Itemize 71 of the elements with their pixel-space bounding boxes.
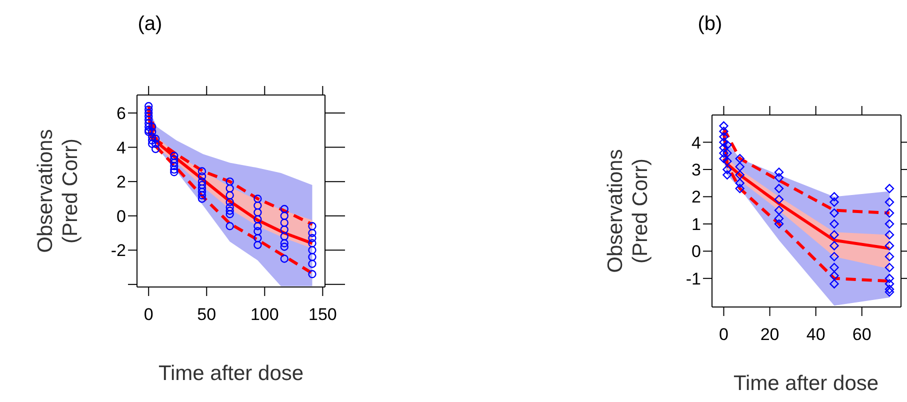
point [719,121,728,130]
y-tick-label: 4 [692,133,701,152]
point [735,162,744,172]
x-tick-label: 100 [250,305,279,324]
point [884,230,894,240]
point [830,252,839,262]
point [719,148,728,158]
point [722,164,732,174]
point [830,230,839,240]
point [884,262,894,272]
point [884,219,894,229]
point [884,198,894,207]
point [774,219,784,229]
chart-title: (a) [138,13,162,36]
x-axis-title: Time after dose [733,372,879,396]
point [884,252,894,262]
point [830,262,839,272]
point [735,184,744,194]
point [719,143,728,152]
point [830,192,839,202]
y-tick-label: -1 [686,269,701,288]
chart-title: (b) [698,13,722,36]
y-axis-title: Observations (Pred Corr) [33,129,83,253]
x-tick-label: 20 [760,325,780,344]
point [830,279,839,288]
point [719,154,728,164]
point [722,140,732,150]
point [884,208,894,218]
x-tick-label: 40 [806,325,826,344]
point [719,138,728,147]
point [774,214,784,224]
point [719,126,728,136]
point [774,168,784,177]
x-tick-label: 0 [719,325,728,344]
point [884,184,894,194]
point [830,271,839,280]
y-tick-label: -2 [110,241,126,260]
point [722,156,732,166]
point [774,206,784,215]
point [774,194,784,204]
y-tick-label: 0 [692,242,701,262]
point [830,219,839,229]
x-tick-label: 50 [197,305,216,324]
point [774,184,784,194]
x-tick-label: 60 [852,325,872,344]
point [830,208,839,218]
point [884,284,894,294]
y-tick-label: 6 [116,104,126,124]
point [884,287,894,297]
point [830,198,839,207]
x-tick-label: 150 [308,305,337,324]
point [722,148,732,158]
y-tick-label: 4 [116,138,126,158]
point [774,173,784,182]
y-tick-label: 1 [692,214,701,234]
x-axis-title: Time after dose [158,362,304,386]
point [884,241,894,250]
x-tick-label: 0 [144,305,154,324]
point [719,132,728,142]
point [884,279,894,288]
point [830,241,839,250]
y-tick-label: 3 [692,160,701,180]
y-tick-label: 0 [116,206,126,226]
point [735,154,744,164]
y-tick-label: 2 [116,172,126,192]
y-axis-title: Observations (Pred Corr) [603,149,653,273]
point [884,274,894,284]
y-tick-label: 2 [692,188,701,207]
point [735,170,744,180]
point [722,170,732,180]
point [735,178,744,188]
